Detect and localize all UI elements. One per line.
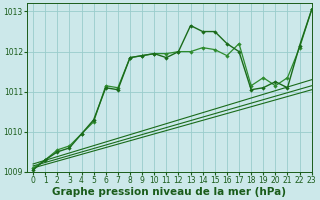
X-axis label: Graphe pression niveau de la mer (hPa): Graphe pression niveau de la mer (hPa) xyxy=(52,187,286,197)
